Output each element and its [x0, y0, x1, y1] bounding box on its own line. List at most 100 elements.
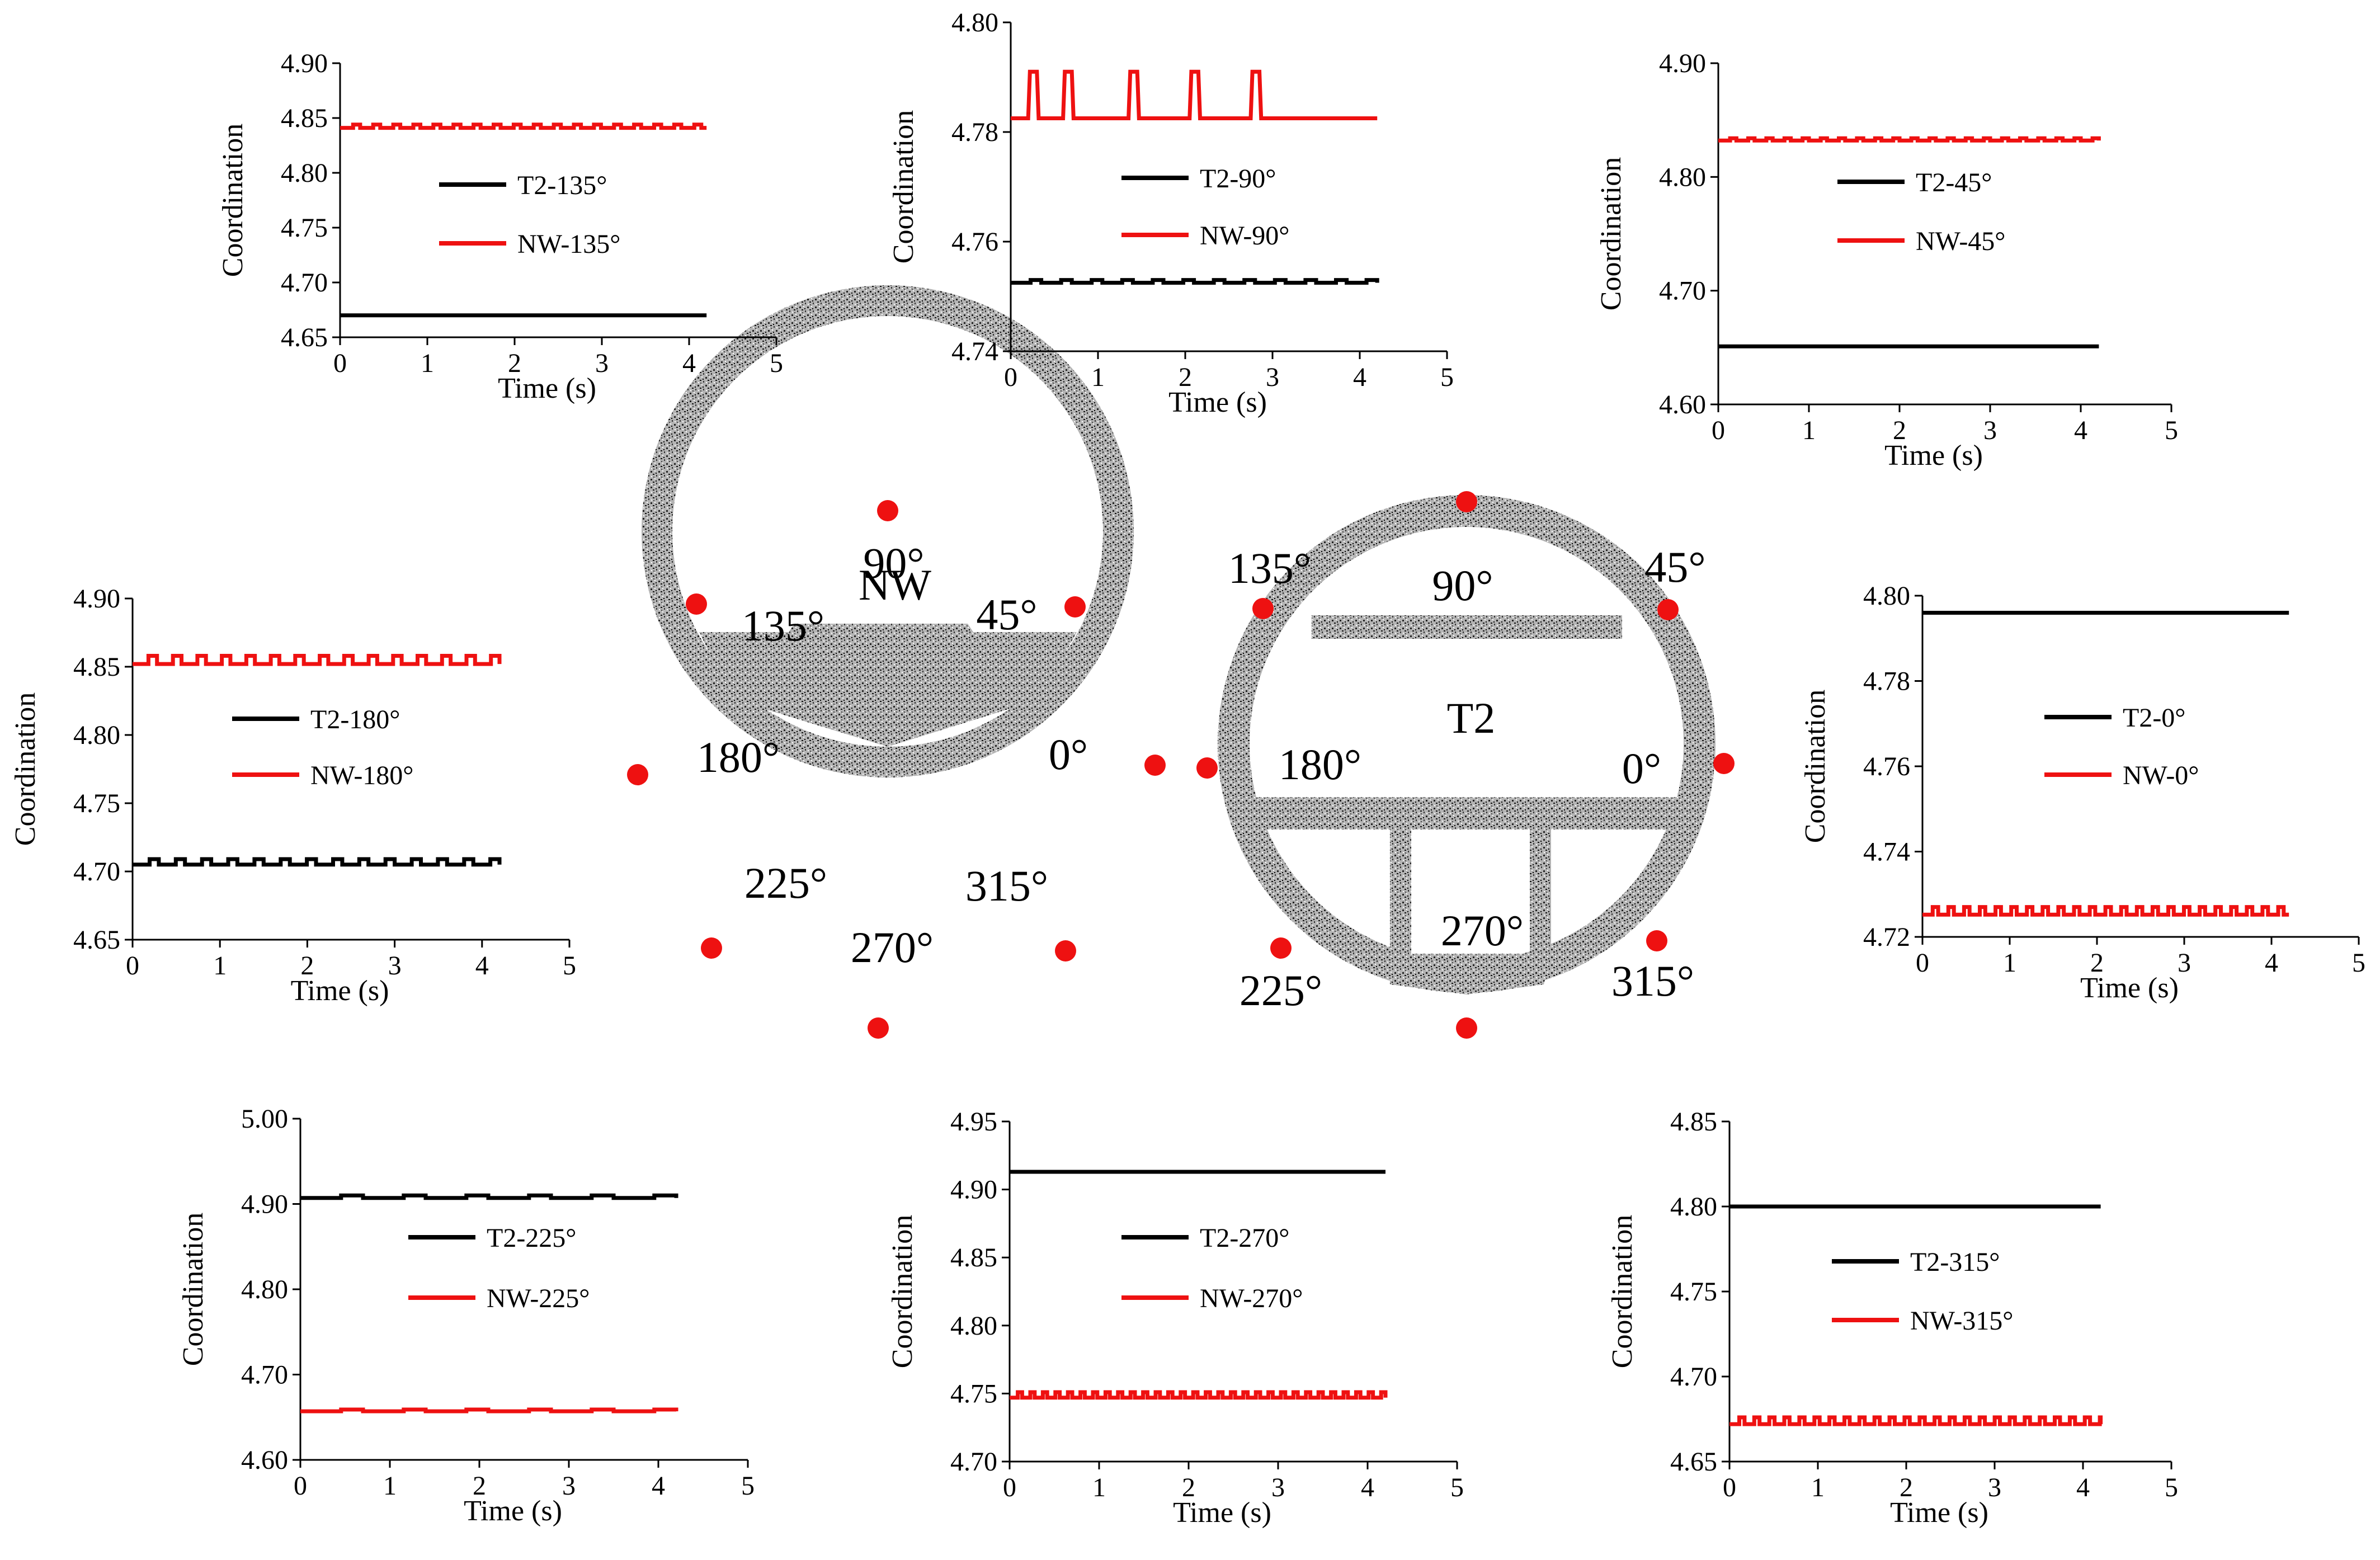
- legend-label-t2: T2-315°: [1910, 1247, 2000, 1277]
- nw-angle-180: 180°: [697, 733, 780, 781]
- y-tick-label: 4.78: [951, 117, 998, 147]
- x-axis-title: Time (s): [1884, 440, 1983, 472]
- series-line-nw: [340, 122, 707, 130]
- y-tick-label: 4.85: [73, 652, 120, 682]
- x-tick-label: 5: [770, 348, 783, 378]
- series-line-nw: [1011, 69, 1378, 120]
- nw-angle-135: 135°: [742, 601, 824, 650]
- chart-135: 4.65 4.70 4.75 4.80 4.85 4.90 0 1 2 3 4 5 Time (s) Co…: [217, 49, 783, 404]
- y-tick-label: 4.60: [1659, 390, 1706, 420]
- x-tick-label: 4: [682, 348, 696, 378]
- x-tick-label: 4: [475, 951, 489, 981]
- x-tick-label: 0: [333, 348, 347, 378]
- x-tick-label: 4: [1361, 1473, 1374, 1502]
- x-tick-label: 0: [1723, 1473, 1736, 1502]
- nw-invert-fill: [699, 624, 1077, 747]
- nw-angle-270: 270°: [851, 923, 934, 972]
- y-tick-label: 4.70: [241, 1360, 288, 1390]
- t2-angle-135: 135°: [1228, 544, 1311, 592]
- x-tick-label: 3: [562, 1471, 576, 1501]
- series-line-nw: [1922, 905, 2289, 917]
- chart-225: 4.60 4.70 4.80 4.90 5.00 0 1 2 3 4 5 Time (s) Coordi…: [177, 1104, 755, 1527]
- y-tick-label: 4.74: [951, 337, 998, 366]
- x-tick-label: 4: [2076, 1473, 2090, 1502]
- x-tick-label: 3: [1983, 416, 1997, 445]
- t2-point-135: [1252, 598, 1274, 619]
- x-tick-label: 1: [1811, 1473, 1825, 1502]
- y-tick-label: 4.70: [73, 857, 120, 887]
- x-tick-label: 3: [1271, 1473, 1285, 1502]
- chart-0: 4.72 4.74 4.76 4.78 4.80 0 1 2 3 4 5 Time (s) Coordi…: [1799, 581, 2365, 1004]
- x-tick-label: 1: [421, 348, 434, 378]
- x-tick-label: 1: [1091, 362, 1105, 392]
- y-tick-label: 4.85: [281, 103, 328, 133]
- y-tick-label: 4.70: [281, 268, 328, 298]
- x-tick-label: 2: [300, 951, 314, 981]
- t2-tunnel-diagram: T2 90° 45° 0° 315° 270° 225° 180° 135°: [1218, 495, 1716, 1015]
- t2-angle-270: 270°: [1441, 906, 1524, 955]
- t2-upper-slab: [1312, 615, 1622, 639]
- x-tick-label: 2: [1893, 416, 1906, 445]
- legend-label-nw: NW-45°: [1916, 227, 2006, 256]
- t2-angle-315: 315°: [1611, 956, 1694, 1005]
- x-axis-title: Time (s): [2080, 972, 2179, 1004]
- x-tick-label: 0: [1916, 948, 1929, 978]
- nw-point-225: [701, 937, 722, 959]
- series-line-t2: [133, 857, 502, 867]
- series-line-t2: [1011, 278, 1379, 285]
- series-line-nw: [300, 1407, 678, 1413]
- y-tick-label: 4.90: [281, 49, 328, 78]
- y-tick-label: 4.80: [73, 720, 120, 750]
- nw-point-180: [627, 764, 648, 785]
- series-line-nw: [1718, 136, 2101, 143]
- legend-label-t2: T2-45°: [1916, 168, 1992, 197]
- legend-label-t2: T2-0°: [2123, 703, 2186, 733]
- x-axis-title: Time (s): [464, 1495, 562, 1527]
- charts-layer: 4.65 4.70 4.75 4.80 4.85 4.90 0 1 2 3 4 5 Time (s) Co…: [10, 8, 2365, 1529]
- chart-45: 4.60 4.70 4.80 4.90 0 1 2 3 4 5 Time (s) Coordinati…: [1595, 49, 2178, 472]
- x-tick-label: 5: [1440, 362, 1454, 392]
- nw-angle-45: 45°: [976, 590, 1037, 639]
- nw-point-45: [1064, 596, 1086, 618]
- t2-right-wall: [1530, 830, 1551, 967]
- x-tick-label: 4: [2265, 948, 2278, 978]
- x-tick-label: 0: [126, 951, 139, 981]
- y-tick-label: 4.76: [951, 227, 998, 257]
- x-tick-label: 0: [294, 1471, 307, 1501]
- y-tick-label: 4.74: [1863, 837, 1910, 867]
- y-tick-label: 4.80: [950, 1311, 997, 1341]
- series-line-nw: [1729, 1415, 2103, 1426]
- t2-angle-45: 45°: [1644, 543, 1705, 591]
- legend-label-t2: T2-270°: [1200, 1223, 1290, 1253]
- t2-middle-slab: [1251, 797, 1688, 830]
- t2-point-225: [1270, 937, 1292, 959]
- x-axis-title: Time (s): [498, 373, 596, 404]
- t2-label: T2: [1447, 694, 1496, 742]
- t2-point-0: [1713, 753, 1735, 774]
- x-tick-label: 3: [1266, 362, 1279, 392]
- y-tick-label: 4.65: [281, 323, 328, 352]
- legend-label-t2: T2-225°: [487, 1223, 577, 1253]
- y-tick-label: 4.70: [1670, 1362, 1717, 1392]
- x-tick-label: 3: [595, 348, 609, 378]
- nw-angle-90: 90°: [863, 539, 924, 587]
- chart-90: 4.74 4.76 4.78 4.80 0 1 2 3 4 5 Time (s) Coordinati…: [888, 8, 1454, 418]
- y-axis-title: Coordination: [1606, 1215, 1638, 1368]
- y-tick-label: 4.90: [73, 584, 120, 614]
- nw-point-315: [1055, 940, 1076, 962]
- x-tick-label: 0: [1004, 362, 1017, 392]
- chart-315: 4.65 4.70 4.75 4.80 4.85 0 1 2 3 4 5 Time (s) Coordi…: [1606, 1107, 2178, 1529]
- chart-270: 4.70 4.75 4.80 4.85 4.90 4.95 0 1 2 3 4 5 Time (s) Co…: [887, 1107, 1464, 1529]
- y-tick-label: 4.65: [73, 925, 120, 955]
- y-tick-label: 4.90: [950, 1175, 997, 1205]
- y-axis-title: Coordination: [887, 1215, 918, 1368]
- y-tick-label: 4.70: [1659, 276, 1706, 306]
- x-tick-label: 3: [388, 951, 402, 981]
- y-tick-label: 4.95: [950, 1107, 997, 1137]
- t2-angle-225: 225°: [1240, 966, 1322, 1015]
- y-axis-title: Coordination: [10, 692, 41, 846]
- x-tick-label: 3: [1988, 1473, 2001, 1502]
- t2-point-90: [1456, 491, 1477, 512]
